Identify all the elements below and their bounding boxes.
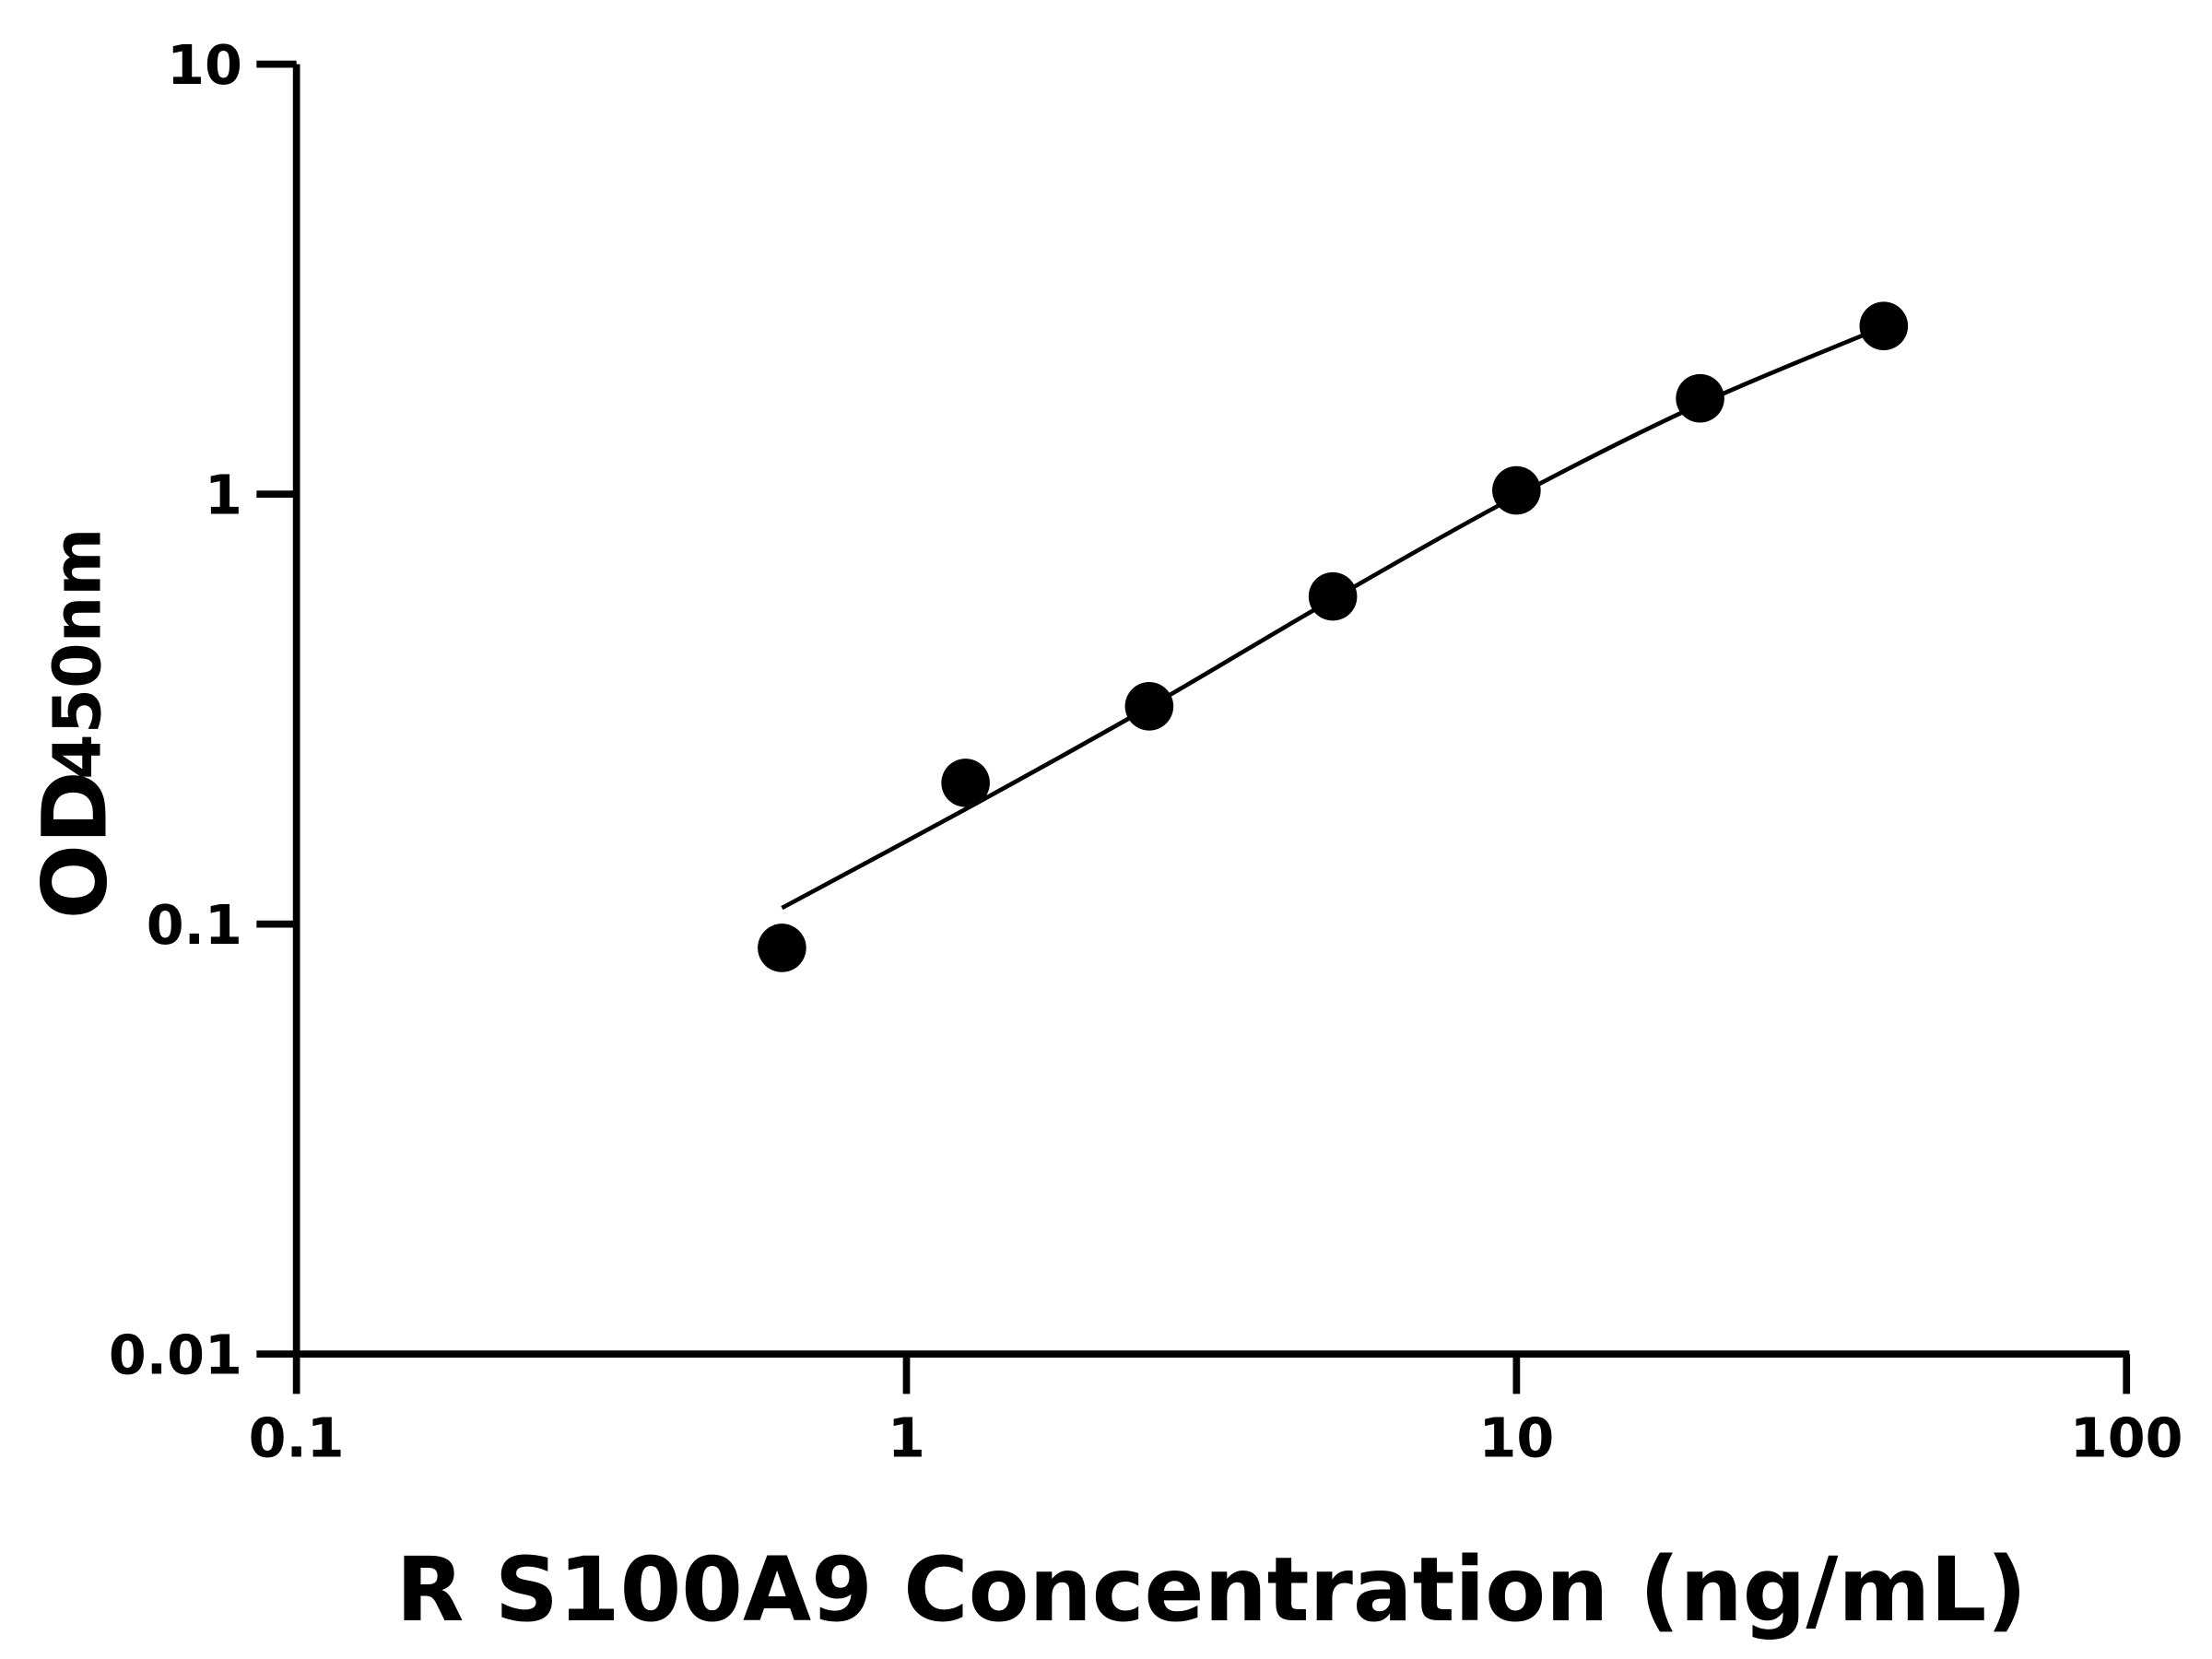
x-tick-label: 0.1 [249, 1406, 345, 1469]
y-axis-label-subscript: 450nm [39, 528, 115, 780]
data-point [1124, 682, 1174, 731]
x-tick-label: 10 [1478, 1406, 1554, 1469]
y-tick-label: 0.01 [109, 1324, 242, 1387]
x-tick-label: 1 [888, 1406, 925, 1469]
y-tick-label: 1 [205, 464, 242, 527]
data-points [758, 301, 1909, 972]
y-tick-label: 10 [167, 33, 242, 97]
data-point [941, 759, 990, 807]
x-axis-label: R S100A9 Concentration (ng/mL) [396, 1538, 2028, 1641]
y-axis-label-main: OD [23, 771, 126, 919]
y-tick-label: 0.1 [147, 893, 242, 957]
data-point [1676, 373, 1724, 423]
data-point [758, 924, 806, 972]
y-axis-label: OD 450nm [23, 528, 126, 920]
data-point [1492, 465, 1541, 515]
axes [256, 60, 2131, 1394]
x-tick-label: 100 [2070, 1406, 2183, 1469]
data-point [1859, 301, 1909, 351]
data-point [1308, 571, 1358, 621]
